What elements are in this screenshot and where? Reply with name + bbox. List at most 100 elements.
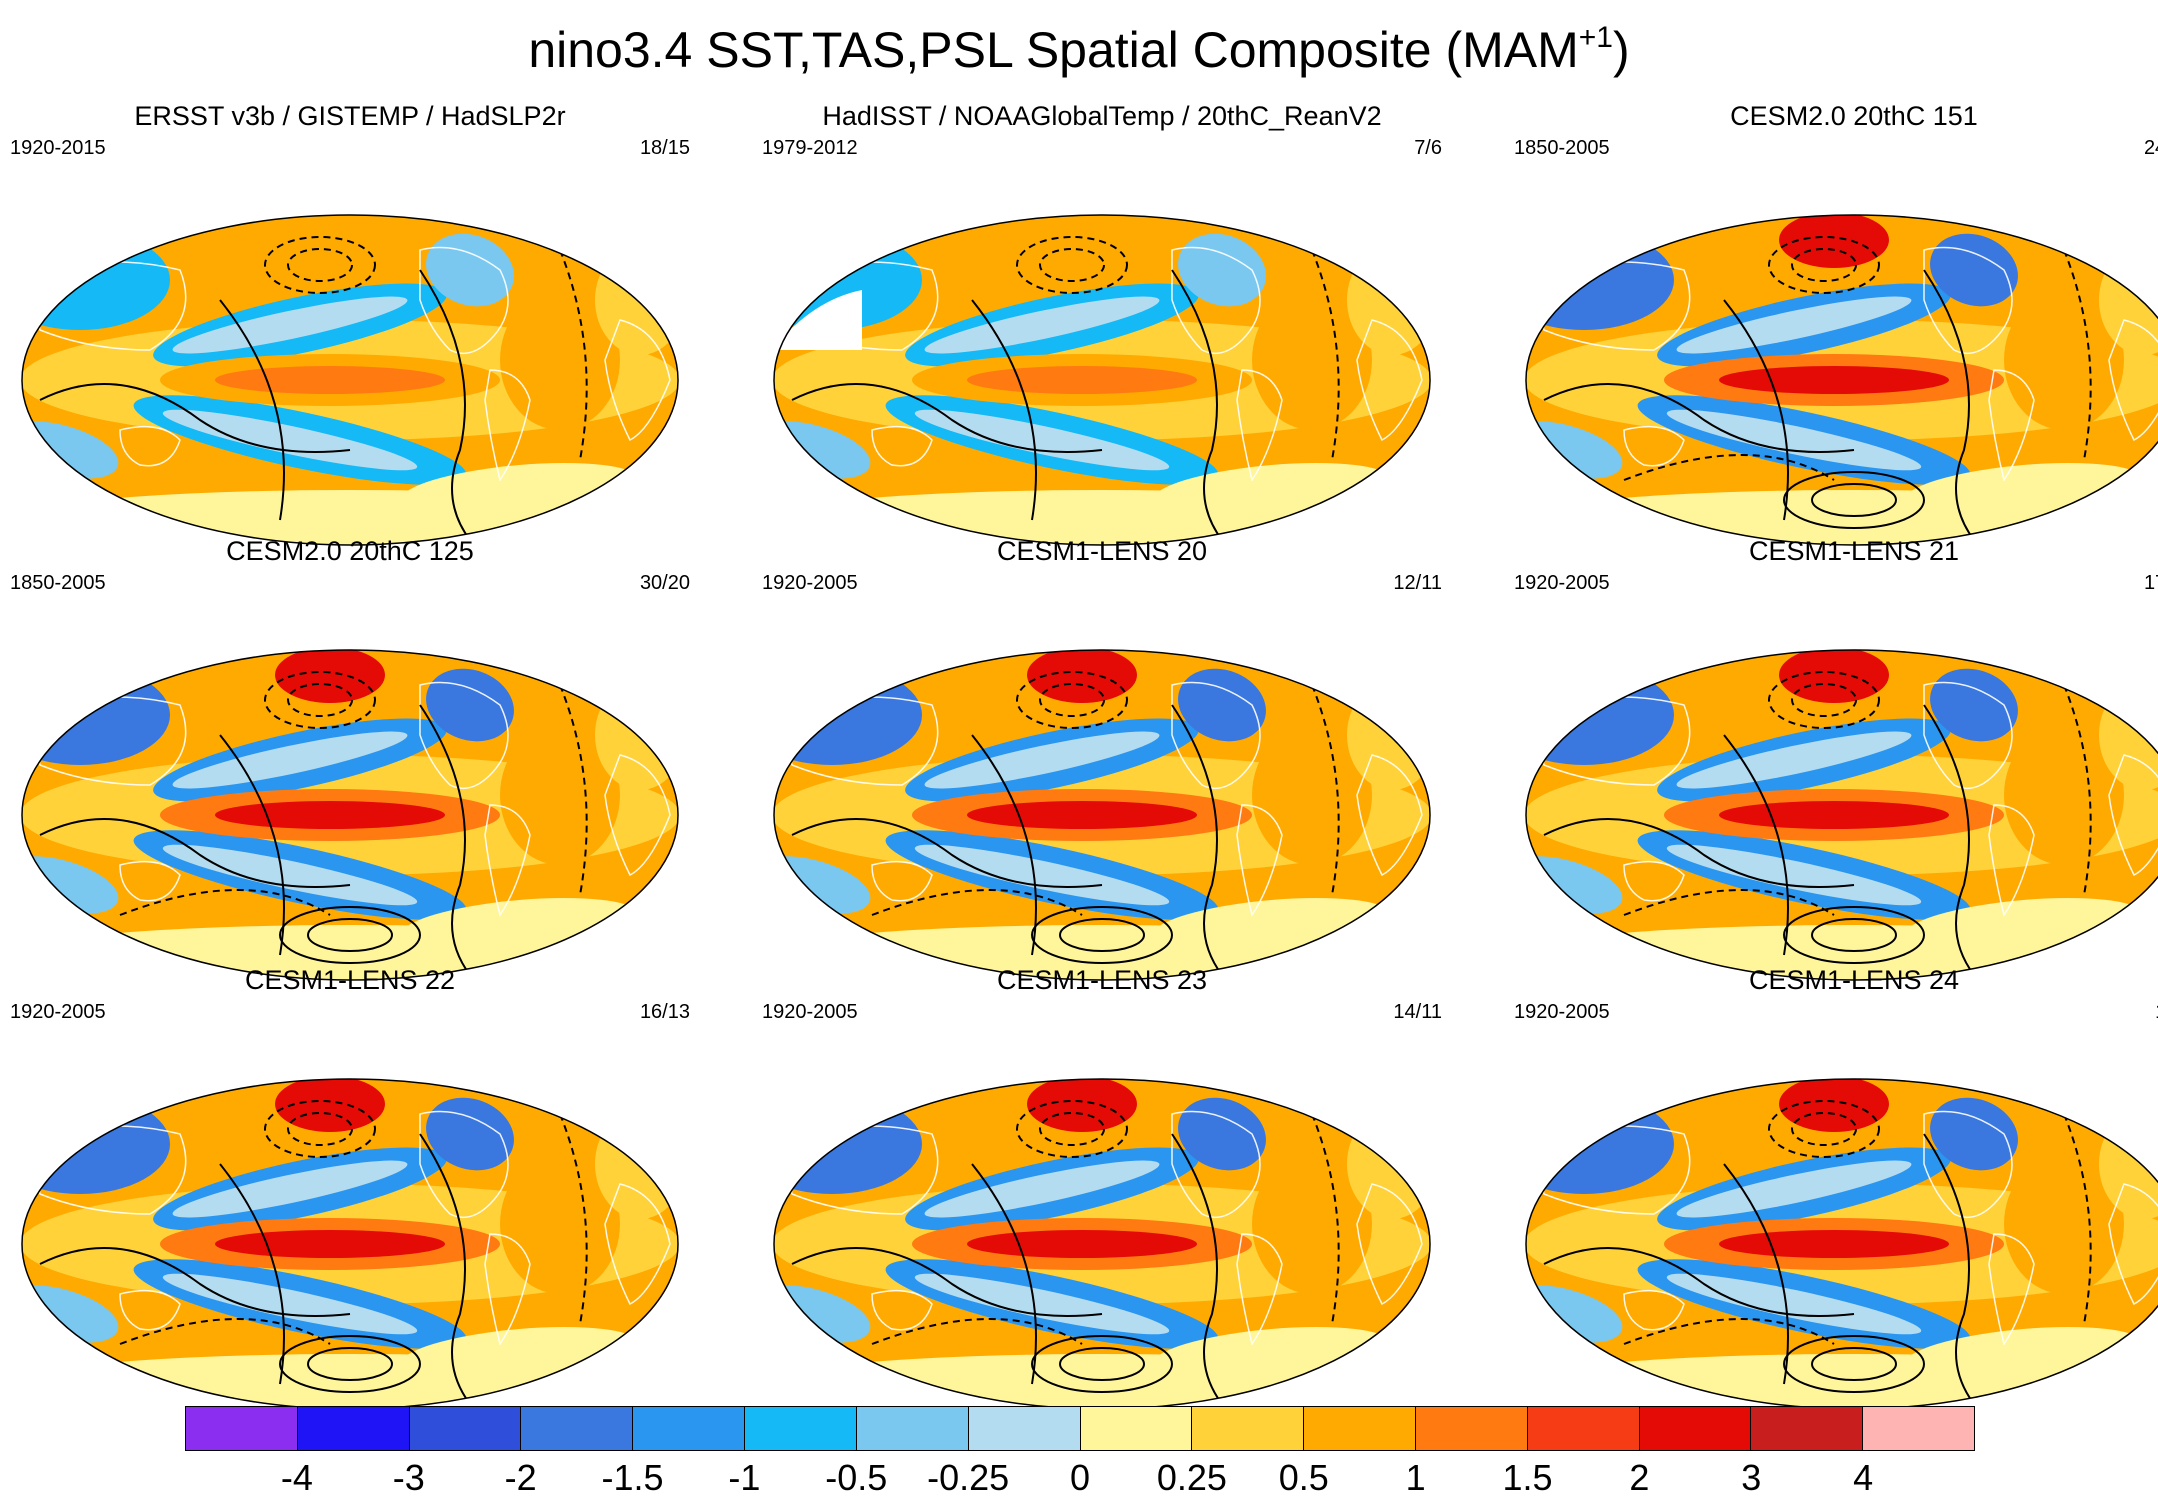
- aleutian-low-contour: [1016, 671, 1128, 729]
- southern-high-contour: [279, 906, 421, 964]
- north-america-cool: [426, 233, 514, 307]
- antarctic-band: [774, 1354, 1430, 1409]
- southern-high-contour: [1031, 906, 1173, 964]
- slp-contour-solid: [791, 1247, 1103, 1317]
- alaska-warm: [1779, 215, 1889, 268]
- slp-contours: [39, 1100, 588, 1405]
- panel-event-counts: 12/11: [1393, 572, 1442, 594]
- slp-contours: [791, 1100, 1340, 1405]
- slp-contour-solid: [1171, 704, 1223, 976]
- panel-title: ERSST v3b / GISTEMP / HadSLP2r: [134, 101, 566, 131]
- north-america-cool: [1178, 668, 1266, 742]
- slp-contour-solid: [1923, 269, 1975, 541]
- el-nino-tongue-core: [967, 366, 1197, 394]
- europe-field: [1347, 1109, 1430, 1219]
- north-america-cool: [1930, 1097, 2018, 1171]
- robinson-map: [1525, 649, 2158, 981]
- slp-contour-dashed: [871, 889, 1083, 916]
- robinson-map: [21, 649, 679, 981]
- colorbar: [185, 1406, 1975, 1451]
- slp-contours: [1543, 236, 2092, 541]
- colorbar-tick-label: 0.5: [1278, 1457, 1329, 1498]
- europe-field: [1347, 680, 1430, 790]
- panel-years: 1850-2005: [1514, 137, 1610, 159]
- southern-high-contour: [279, 1335, 421, 1393]
- slp-contour-solid: [1923, 1133, 1975, 1405]
- north-america-coast: [419, 246, 509, 355]
- slp-contour-dashed: [119, 1318, 331, 1345]
- south-pacific-cool-edge: [1666, 844, 1922, 906]
- slp-contour-solid: [1171, 269, 1223, 541]
- anomaly-field: [774, 650, 1430, 980]
- colorbar-tick-label: -0.25: [927, 1457, 1010, 1498]
- colorbar-swatch: [186, 1407, 298, 1450]
- slp-contours: [39, 671, 588, 976]
- south-america-coast: [1236, 804, 1283, 917]
- map-outline: [1525, 214, 2158, 546]
- anomaly-field: [1526, 215, 2158, 545]
- colorbar-tick-label: 3: [1741, 1457, 1762, 1498]
- map-panel: CESM2.0 20thC 125 1850-2005 30/20: [0, 535, 700, 985]
- colorbar-swatch: [1751, 1407, 1864, 1450]
- alaska-warm: [275, 215, 385, 268]
- panel-event-counts: 30/20: [639, 572, 690, 594]
- panel-years: 1979-2012: [762, 137, 858, 159]
- atlantic-warm: [2004, 1154, 2124, 1294]
- aleutian-low-contour-inner: [1791, 1112, 1857, 1146]
- el-nino-tongue-core: [967, 1230, 1197, 1258]
- colorbar-tick-label: -2: [504, 1457, 537, 1498]
- panel-title: CESM1-LENS 22: [244, 965, 456, 995]
- robinson-map: [21, 1078, 679, 1410]
- colorbar-tick-label: -0.5: [825, 1457, 888, 1498]
- robinson-map: [773, 214, 1431, 546]
- antarctic-band: [22, 1354, 678, 1409]
- panel-title: CESM1-LENS 24: [1748, 965, 1960, 995]
- map-outline: [21, 649, 679, 981]
- north-pacific-cool-edge: [1676, 1160, 1912, 1218]
- south-pacific-cool-edge: [914, 409, 1170, 471]
- africa-coast: [2108, 1183, 2158, 1306]
- alaska-warm: [275, 650, 385, 703]
- africa-coast: [604, 1183, 671, 1306]
- el-nino-tongue-core: [1719, 366, 1949, 394]
- alaska-warm: [1779, 650, 1889, 703]
- slp-contour-solid: [39, 383, 351, 453]
- south-america-coast: [484, 1233, 531, 1346]
- south-america-coast: [1988, 804, 2035, 917]
- coastlines: [1533, 1110, 2158, 1346]
- map-outline: [1525, 649, 2158, 981]
- anomaly-field: [1526, 1079, 2158, 1409]
- europe-field: [1347, 245, 1430, 355]
- aleutian-low-contour: [1768, 671, 1880, 729]
- slp-contour-solid: [791, 818, 1103, 888]
- anomaly-field: [22, 650, 678, 980]
- atlantic-warm: [1252, 725, 1372, 865]
- aleutian-low-contour-inner: [1039, 1112, 1105, 1146]
- aleutian-low-contour: [1768, 1100, 1880, 1158]
- aleutian-low-contour: [1016, 236, 1128, 294]
- colorbar-tick-label: 4: [1853, 1457, 1874, 1498]
- robinson-map: [773, 1078, 1431, 1410]
- colorbar-swatch: [297, 1407, 410, 1450]
- slp-contours: [1543, 671, 2092, 976]
- slp-contour-solid: [1543, 1247, 1855, 1317]
- australia-coast: [1623, 860, 1685, 902]
- map-panel: ERSST v3b / GISTEMP / HadSLP2r 1920-2015 1…: [0, 100, 700, 550]
- slp-contour-dashed: [119, 889, 331, 916]
- panel-years: 1920-2005: [10, 1001, 106, 1023]
- south-america-coast: [484, 804, 531, 917]
- alaska-warm: [275, 1079, 385, 1132]
- colorbar-swatch: [1192, 1407, 1305, 1450]
- africa-coast: [1356, 319, 1423, 442]
- panel-event-counts: 18/15: [639, 137, 690, 159]
- north-america-coast: [1171, 681, 1261, 790]
- europe-field: [595, 245, 678, 355]
- alaska-warm: [1779, 1079, 1889, 1132]
- map-panel: HadISST / NOAAGlobalTemp / 20thC_ReanV2 1…: [752, 100, 1452, 550]
- africa-coast: [1356, 1183, 1423, 1306]
- southern-high-contour: [1783, 471, 1925, 529]
- colorbar-tick-label: -4: [280, 1457, 313, 1498]
- colorbar-tick-label: 1: [1405, 1457, 1426, 1498]
- panel-event-counts: 24/19: [2143, 137, 2158, 159]
- el-nino-tongue-core: [215, 366, 445, 394]
